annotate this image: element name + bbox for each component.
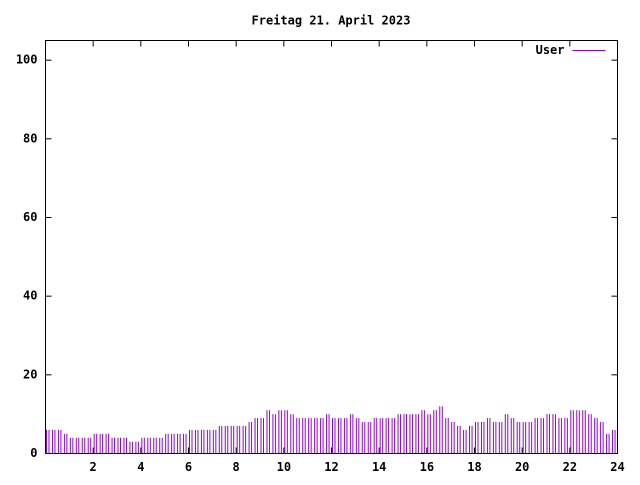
legend-label: User xyxy=(536,43,565,57)
y-tick-label: 0 xyxy=(30,446,37,460)
x-tick-label: 10 xyxy=(277,460,291,474)
x-tick-label: 6 xyxy=(185,460,192,474)
x-tick-label: 16 xyxy=(420,460,434,474)
x-tick-label: 18 xyxy=(467,460,481,474)
x-tick-label: 20 xyxy=(515,460,529,474)
x-tick-label: 24 xyxy=(610,460,624,474)
x-tick-label: 22 xyxy=(563,460,577,474)
y-tick-label: 80 xyxy=(23,131,37,145)
y-tick-label: 60 xyxy=(23,210,37,224)
y-tick-label: 40 xyxy=(23,289,37,303)
chart-title: Freitag 21. April 2023 xyxy=(252,14,411,28)
x-tick-label: 14 xyxy=(372,460,386,474)
y-tick-label: 100 xyxy=(16,53,38,67)
y-tick-label: 20 xyxy=(23,367,37,381)
plot-frame xyxy=(45,40,618,454)
x-tick-label: 2 xyxy=(90,460,97,474)
x-tick-label: 4 xyxy=(137,460,144,474)
x-tick-label: 12 xyxy=(324,460,338,474)
x-tick-label: 8 xyxy=(233,460,240,474)
